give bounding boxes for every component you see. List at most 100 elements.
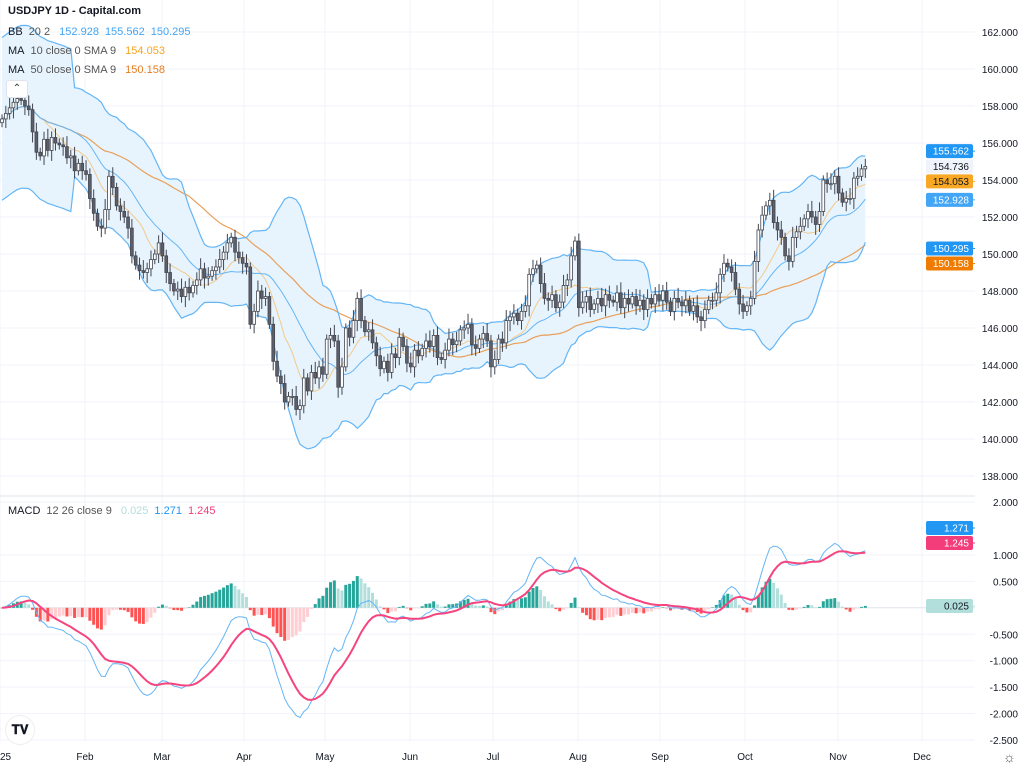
macd-histogram-bar	[378, 606, 382, 608]
price-tick-label: 146.000	[982, 324, 1019, 335]
candle-body	[577, 240, 581, 309]
macd-histogram-bar	[485, 606, 489, 608]
candle-body	[19, 98, 23, 101]
candle	[645, 289, 650, 318]
candle	[657, 284, 661, 307]
candle-body	[152, 253, 157, 260]
candle-body	[107, 175, 111, 211]
time-axis[interactable]: 2025 Feb Mar Apr May Jun Jul Aug Sep Oct Nov Dec	[0, 752, 931, 763]
macd-histogram-bar	[458, 601, 462, 608]
candle-body	[103, 209, 107, 229]
candle	[634, 288, 638, 315]
candle	[355, 292, 360, 332]
gear-icon[interactable]: ☼	[1003, 749, 1016, 765]
macd-histogram-bar	[772, 582, 776, 608]
macd-histogram-bar	[386, 607, 390, 614]
candle-body	[729, 266, 734, 273]
candle-body	[664, 290, 669, 303]
candle	[229, 232, 234, 248]
macd-histogram-bar	[115, 607, 119, 610]
macd-histogram-bar	[88, 607, 92, 621]
collapse-legend-button[interactable]: ⌃	[6, 80, 28, 98]
legend-ma50[interactable]: MA 50 close 0 SMA 9 150.158	[8, 64, 171, 76]
candle	[271, 316, 276, 371]
macd-histogram-bar	[657, 607, 661, 610]
tradingview-logo[interactable]: 𝐓𝐕	[5, 715, 35, 745]
candle	[317, 360, 321, 389]
legend-macd[interactable]: MACD 12 26 close 9 0.025 1.271 1.245	[8, 505, 221, 517]
macd-histogram-bar	[92, 607, 96, 625]
macd-histogram-bar	[340, 590, 344, 608]
candle	[649, 293, 654, 309]
price-tag-bg	[926, 174, 973, 189]
candle	[214, 259, 218, 280]
candle-body	[53, 137, 58, 144]
candle-body	[72, 155, 77, 172]
candle	[221, 246, 226, 271]
macd-histogram-bar	[157, 606, 161, 608]
macd-histogram-bar	[416, 607, 420, 609]
candle-body	[852, 177, 856, 199]
candle	[638, 289, 642, 312]
macd-tag: 1.245	[926, 536, 975, 550]
candle-body	[458, 329, 463, 342]
macd-tick-label: -1.000	[990, 657, 1019, 668]
candle-body	[607, 294, 612, 301]
macd-histogram-bar	[53, 607, 57, 618]
macd-histogram-bar	[172, 607, 176, 611]
price-tick-label: 138.000	[982, 472, 1019, 483]
candle	[164, 249, 169, 284]
candle	[515, 308, 520, 326]
candle	[0, 114, 4, 128]
candle-body	[531, 268, 535, 275]
candle-body	[779, 229, 784, 238]
price-tag: 150.295	[926, 241, 975, 256]
candle-body	[198, 268, 203, 281]
macd-histogram-bar	[84, 607, 88, 618]
macd-axis[interactable]: 2.000 1.000 0.500 -0.500 -1.000 -1.500 -2.000 -…	[990, 498, 1019, 747]
macd-histogram-bar	[252, 607, 256, 616]
legend-bb-upper: 155.562	[104, 26, 145, 38]
candle	[439, 352, 444, 365]
legend-bb-basis: 152.928	[59, 26, 99, 38]
candle	[466, 313, 470, 335]
candle	[714, 282, 719, 307]
macd-histogram-bar	[264, 607, 268, 615]
macd-histogram-bar	[852, 607, 856, 610]
candle-body	[672, 297, 677, 312]
macd-histogram-bar	[435, 604, 439, 608]
candle	[252, 303, 256, 334]
candle-body	[840, 192, 845, 203]
price-pane[interactable]	[0, 24, 868, 450]
time-tick-label: Apr	[236, 752, 252, 763]
macd-histogram-bar	[569, 602, 573, 608]
macd-histogram-bar	[604, 607, 608, 619]
candle-body	[580, 301, 585, 309]
candle-body	[699, 316, 703, 321]
legend-ma10[interactable]: MA 10 close 0 SMA 9 154.053	[8, 45, 171, 57]
macd-histogram-bar	[439, 606, 443, 608]
price-tick-label: 152.000	[982, 213, 1019, 224]
candle	[619, 282, 623, 314]
legend-bb[interactable]: BB 20 2 152.928 155.562 150.295	[8, 26, 196, 38]
price-tag-text: 154.053	[933, 177, 970, 188]
candle-body	[683, 299, 688, 307]
candle	[118, 198, 123, 221]
candle-body	[38, 151, 42, 157]
macd-histogram-bar	[825, 599, 829, 608]
price-axis[interactable]: 162.000 160.000 158.000 156.000 154.000 152.0…	[982, 28, 1019, 483]
macd-histogram-bar	[550, 604, 554, 608]
candle-body	[466, 323, 470, 329]
macd-histogram-bar	[111, 607, 115, 611]
macd-histogram-bar	[393, 607, 397, 612]
candle-body	[351, 320, 356, 338]
candle-body	[7, 107, 12, 114]
macd-histogram-bar	[76, 607, 80, 618]
macd-pane[interactable]	[0, 542, 975, 719]
candle	[500, 331, 505, 352]
legend-macd-params: 12 26 close 9	[46, 505, 112, 517]
candle-body	[447, 338, 451, 351]
candle	[855, 167, 860, 186]
macd-histogram-bar	[542, 596, 546, 608]
